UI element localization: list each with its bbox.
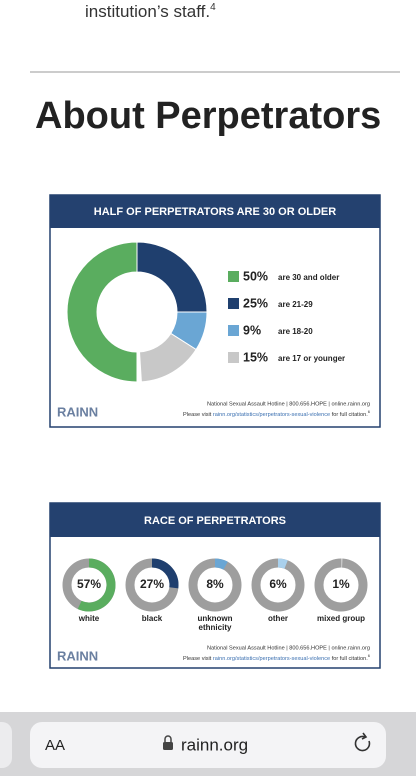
citation-link[interactable]: rainn.org/statistics/perpetrators-sexual… xyxy=(213,656,330,662)
citation-text: Please visit xyxy=(183,656,212,662)
citation-text: Please visit xyxy=(183,412,212,418)
ring-label: mixed group xyxy=(316,614,365,623)
legend-label: are 30 and older xyxy=(278,273,339,282)
legend-swatch xyxy=(228,325,239,336)
ring-value: 1% xyxy=(332,577,350,591)
lock-icon xyxy=(163,742,173,750)
ring-segment xyxy=(151,558,179,589)
tab-edge xyxy=(0,722,12,768)
ring-segment xyxy=(214,558,228,570)
logo: RAINN xyxy=(57,404,98,419)
legend-swatch xyxy=(228,271,239,282)
ring-value: 27% xyxy=(140,577,164,591)
legend-label: are 17 or younger xyxy=(278,354,345,363)
ring-label: unknown ethnicity xyxy=(197,614,233,632)
infographic-race: RACE OF PERPETRATORS RAINN National Sexu… xyxy=(49,502,381,669)
citation: Please visit rainn.org/statistics/perpet… xyxy=(183,653,371,662)
logo: RAINN xyxy=(57,648,98,663)
reload-arrow xyxy=(361,732,368,740)
legend-label: are 18-20 xyxy=(278,327,313,336)
ring-segment xyxy=(277,558,288,569)
legend-value: 15% xyxy=(243,350,268,364)
citation-text: for full citation. xyxy=(332,412,369,418)
ring-value: 57% xyxy=(77,577,101,591)
ring-label: black xyxy=(141,614,163,623)
browser-bar: AA rainn.org xyxy=(0,712,416,776)
ring-value: 6% xyxy=(269,577,287,591)
text-size-button[interactable]: AA xyxy=(45,737,65,754)
footnote-ref: 6 xyxy=(368,409,371,414)
footnote-ref: 6 xyxy=(368,653,371,658)
citation: Please visit rainn.org/statistics/perpet… xyxy=(183,409,371,418)
intro-line: institution’s staff. xyxy=(85,2,210,21)
url[interactable]: rainn.org xyxy=(181,735,248,754)
intro-text: institution’s staff.4 xyxy=(85,2,216,22)
legend-label: are 21-29 xyxy=(278,300,313,309)
citation-text: for full citation. xyxy=(332,656,369,662)
ring-label: other xyxy=(268,614,288,623)
donut-segment xyxy=(138,332,197,383)
legend-value: 50% xyxy=(243,269,268,283)
card xyxy=(49,194,381,428)
legend-value: 9% xyxy=(243,323,261,337)
card-header xyxy=(50,195,380,228)
card-footer xyxy=(52,390,378,425)
legend-value: 25% xyxy=(243,296,268,310)
reload-icon[interactable] xyxy=(354,735,371,752)
hotline: National Sexual Assault Hotline | 800.65… xyxy=(207,401,370,407)
chart-title: HALF OF PERPETRATORS ARE 30 OR OLDER xyxy=(94,206,336,218)
ring-value: 8% xyxy=(206,577,224,591)
citation-link[interactable]: rainn.org/statistics/perpetrators-sexual… xyxy=(213,412,330,418)
legend-swatch xyxy=(228,352,239,363)
lock-shackle xyxy=(164,735,172,742)
card-header xyxy=(50,503,380,537)
legend-swatch xyxy=(228,298,239,309)
donut-segment xyxy=(66,241,138,383)
address-bar[interactable] xyxy=(30,722,386,768)
chart-title: RACE OF PERPETRATORS xyxy=(144,515,286,527)
hotline: National Sexual Assault Hotline | 800.65… xyxy=(207,645,370,651)
heading: About Perpetrators xyxy=(35,95,381,137)
ring-segment xyxy=(77,558,116,612)
footnote-ref: 4 xyxy=(210,2,216,13)
infographic-age: HALF OF PERPETRATORS ARE 30 OR OLDER RAI… xyxy=(49,194,381,428)
ring-label: white xyxy=(78,614,100,623)
